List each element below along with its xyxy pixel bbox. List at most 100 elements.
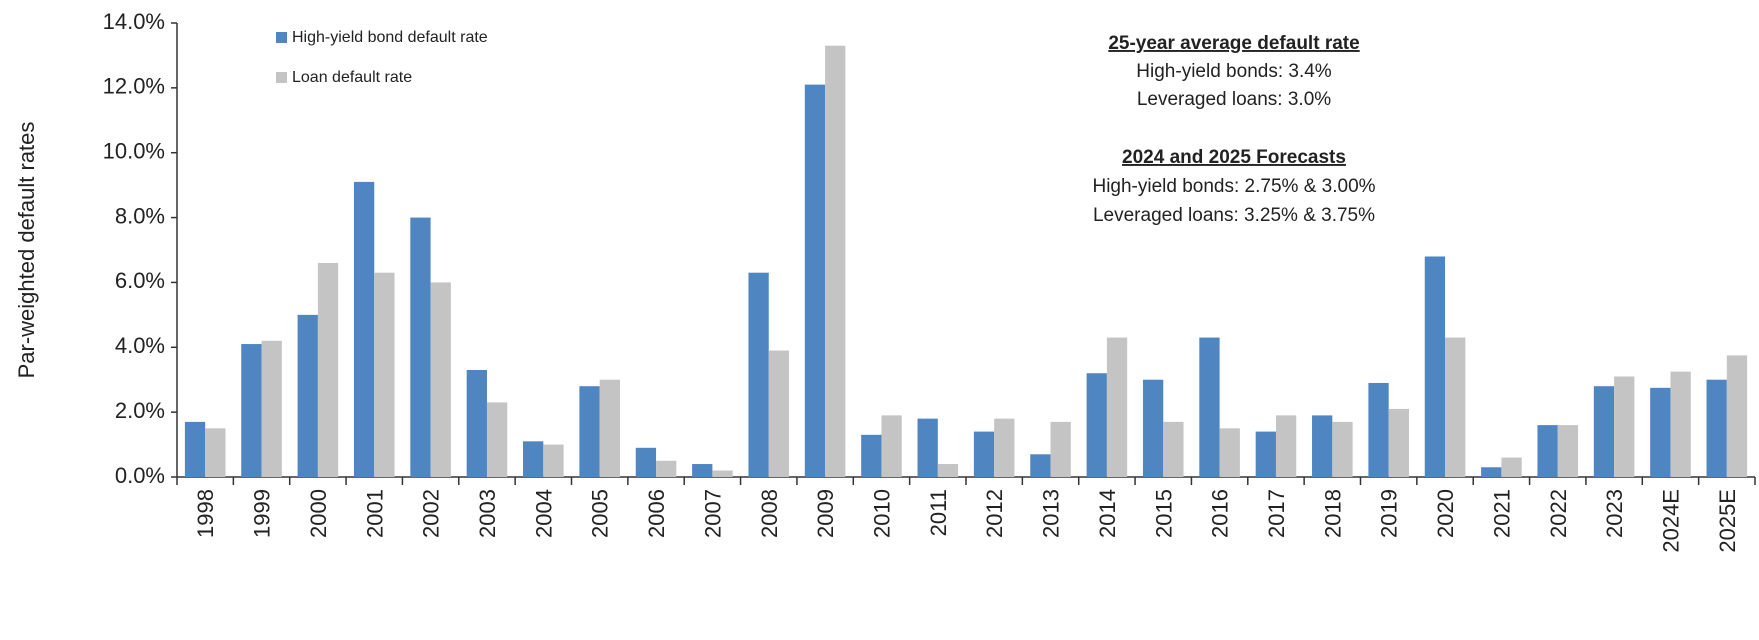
y-tick-label: 6.0% [115,268,165,293]
x-tick-label: 2019 [1377,489,1402,538]
x-tick-label: 2013 [1039,489,1064,538]
bar [184,421,206,477]
x-tick-label: 2005 [588,489,613,538]
bar [1255,431,1276,477]
x-tick-label: 2000 [306,489,331,538]
y-tick-label: 2.0% [115,398,165,423]
bar [486,402,508,477]
x-tick-label: 2010 [869,489,894,538]
bar [1368,382,1389,477]
bar [635,447,657,477]
bar [881,415,902,477]
y-tick-label: 8.0% [115,203,165,228]
x-tick-label: 2004 [531,489,556,538]
x-tick-label: 2025E [1715,489,1740,553]
bar [317,262,339,477]
x-tick-label: 2014 [1095,489,1120,538]
bar [1445,337,1466,477]
bar [712,470,733,477]
x-tick-label: 2009 [813,489,838,538]
x-tick-label: 1999 [250,489,275,538]
bar [1050,421,1071,477]
annotation: 2024 and 2025 Forecasts [1122,147,1346,168]
bar [656,460,677,477]
bar [1219,428,1240,477]
x-tick-label: 2011 [926,489,951,536]
x-tick-label: 2021 [1489,489,1514,538]
x-tick-label: 2001 [362,489,387,538]
bar [1557,425,1579,477]
annotation: Leveraged loans: 3.25% & 3.75% [1093,205,1375,226]
annotation: 25-year average default rate [1108,33,1359,54]
bar [804,84,826,477]
bar [353,181,375,477]
x-tick-label: 2008 [757,489,782,538]
x-tick-label: 1998 [193,489,218,538]
x-tick-label: 2018 [1320,489,1345,538]
y-tick-label: 4.0% [115,333,165,358]
bar [861,434,882,477]
x-tick-label: 2023 [1602,489,1627,538]
y-tick-label: 14.0% [103,9,165,34]
bar [1332,421,1353,477]
bar [937,464,959,477]
annotation: Leveraged loans: 3.0% [1137,89,1331,110]
bar [241,344,262,477]
bar [1501,457,1522,477]
y-axis-label: Par-weighted default rates [14,122,39,379]
y-tick-label: 10.0% [103,139,165,164]
bar [599,379,620,477]
bar [1481,467,1502,477]
legend-swatch [276,32,287,43]
bar [1142,379,1164,477]
bar [1706,379,1727,477]
bar [523,441,544,477]
bar [261,340,282,477]
bar [825,45,846,477]
x-tick-label: 2002 [419,489,444,538]
bar [410,217,431,478]
bar [1670,371,1691,477]
bar [748,272,769,477]
x-tick-label: 2020 [1433,489,1458,538]
legend-swatch [276,72,287,83]
legend-label: Loan default rate [292,69,412,86]
bar [1650,387,1671,477]
bar [768,350,790,477]
bar [1086,373,1107,477]
bar [1388,408,1409,477]
bar [973,431,995,477]
bar [297,314,318,477]
bar [1593,386,1615,477]
legend-label: High-yield bond default rate [292,29,488,46]
x-tick-label: 2016 [1208,489,1233,538]
x-tick-label: 2015 [1151,489,1176,538]
x-tick-label: 2022 [1546,489,1571,538]
bar [1614,376,1635,477]
bar [430,282,451,477]
bar [374,272,395,477]
bar [579,386,600,477]
bar [205,428,226,477]
bar [1030,454,1051,477]
annotation: High-yield bonds: 2.75% & 3.00% [1092,176,1375,197]
bar [1424,256,1446,477]
annotation: High-yield bonds: 3.4% [1136,61,1331,82]
bar [994,418,1015,477]
y-tick-label: 12.0% [103,74,165,99]
bar [466,369,487,477]
y-tick-label: 0.0% [115,463,165,488]
bar [543,444,564,477]
x-tick-label: 2024E [1658,489,1683,553]
x-tick-label: 2003 [475,489,500,538]
bar [692,464,713,477]
x-tick-label: 2006 [644,489,669,538]
bar [917,418,938,477]
bar [1275,415,1297,477]
bar [1726,355,1748,477]
bar [1537,425,1558,477]
x-tick-label: 2007 [700,489,725,538]
bar [1163,421,1184,477]
bar [1106,337,1128,477]
